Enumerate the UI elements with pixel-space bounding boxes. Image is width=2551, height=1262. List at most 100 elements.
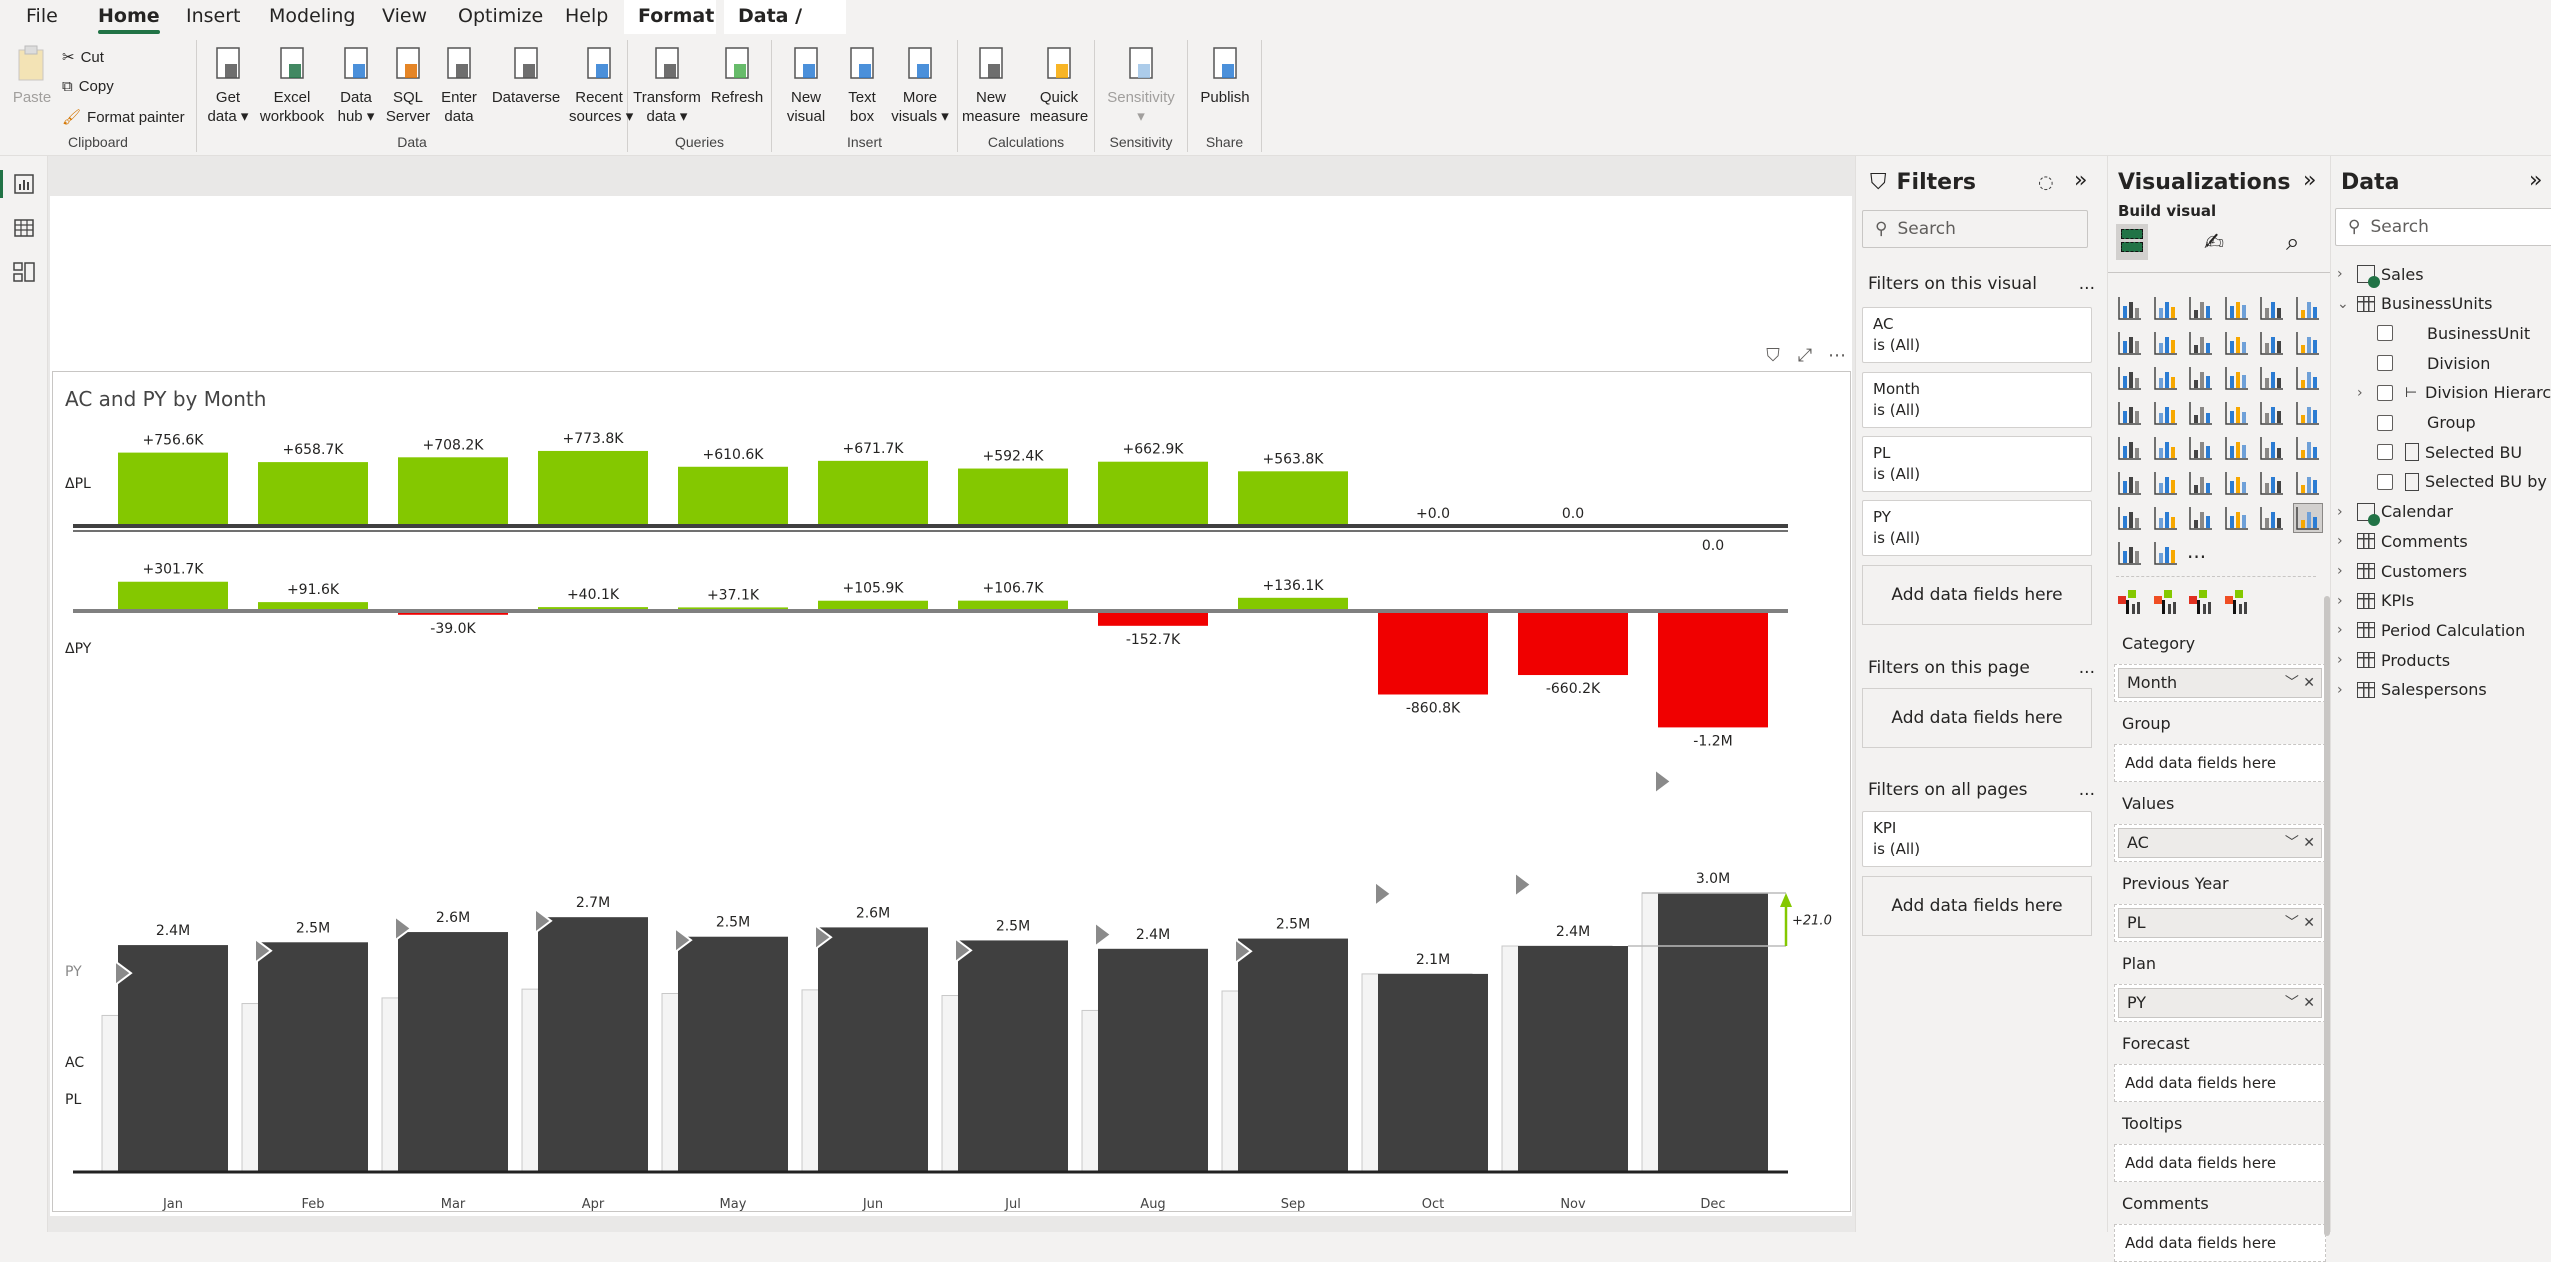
zebra-small-multiples-icon[interactable]	[2187, 588, 2215, 616]
filled-map-icon[interactable]	[2152, 399, 2180, 427]
smart-narrative-icon[interactable]	[2152, 504, 2180, 532]
field-list-item[interactable]: Division	[2357, 349, 2490, 377]
more-icon[interactable]: ...	[2078, 658, 2095, 678]
tab-file[interactable]: File	[26, 5, 58, 27]
delta-py-bar-Feb[interactable]	[258, 602, 368, 611]
delta-pl-bar-Jul[interactable]	[958, 468, 1068, 526]
delta-py-bar-Jun[interactable]	[818, 600, 928, 611]
more-visuals-button[interactable]: More visuals ▾	[890, 44, 950, 126]
ac-bar-Dec[interactable]	[1658, 893, 1768, 1172]
format-visual-icon[interactable]: ✍	[2204, 228, 2225, 256]
field-list-item[interactable]: ⌄ BusinessUnits	[2337, 290, 2492, 318]
filter-card-month[interactable]: Month is (All)	[1862, 372, 2092, 428]
qa-icon[interactable]	[2223, 469, 2251, 497]
text-box-button[interactable]: Text box	[840, 44, 884, 126]
add-data-fields-drop[interactable]: Add data fields here	[2114, 1064, 2326, 1102]
collapse-filters-icon[interactable]: »	[2074, 168, 2088, 193]
field-list-item[interactable]: BusinessUnit	[2357, 319, 2530, 347]
chevron-down-remove-icons[interactable]: ﹀ ✕	[2284, 915, 2315, 931]
quick-measure-button[interactable]: Quick measure	[1028, 44, 1090, 126]
add-data-fields-drop[interactable]: Add data fields here	[2114, 1224, 2326, 1262]
add-data-fields-drop[interactable]: Add data fields here	[2114, 1144, 2326, 1182]
zebra-bi-cards-icon[interactable]	[2116, 539, 2144, 567]
delta-pl-bar-Sep[interactable]	[1238, 471, 1348, 526]
chevron-down-icon[interactable]: ⌄	[2337, 295, 2349, 312]
py-marker-May[interactable]	[674, 926, 693, 955]
format-painter-button[interactable]: 🖌 Format painter	[62, 108, 185, 127]
azure-map-icon[interactable]	[2223, 399, 2251, 427]
stacked-bar-icon[interactable]	[2116, 294, 2144, 322]
card-icon[interactable]	[2294, 399, 2322, 427]
donut-icon[interactable]	[2258, 364, 2286, 392]
filter-card-kpi[interactable]: KPI is (All)	[1862, 811, 2092, 867]
chevron-right-icon[interactable]: ›	[2337, 652, 2343, 669]
py-marker-Aug[interactable]	[1094, 920, 1113, 949]
add-data-fields-drop[interactable]: Add data fields here	[2114, 744, 2326, 782]
checkbox[interactable]	[2377, 355, 2393, 372]
scatter-icon[interactable]	[2187, 364, 2215, 392]
table-view-icon[interactable]	[12, 216, 36, 240]
py-marker-Feb[interactable]	[254, 936, 273, 965]
ac-bar-Jan[interactable]	[118, 945, 228, 1172]
publish-button[interactable]: Publish	[1196, 44, 1254, 107]
field-pill[interactable]: PY ﹀ ✕	[2118, 988, 2322, 1018]
checkbox[interactable]	[2377, 414, 2393, 431]
field-list-item[interactable]: › ⊢ Division Hierarchy	[2357, 379, 2551, 407]
tab-home[interactable]: Home	[84, 0, 174, 34]
ac-bar-Apr[interactable]	[538, 917, 648, 1172]
filter-card-ac[interactable]: AC is (All)	[1862, 307, 2092, 363]
r-visual-icon[interactable]	[2294, 434, 2322, 462]
sensitivity-button[interactable]: Sensitivity ▾	[1101, 44, 1181, 126]
tab-insert[interactable]: Insert	[186, 5, 241, 27]
pie-icon[interactable]	[2223, 364, 2251, 392]
treemap-icon[interactable]	[2294, 364, 2322, 392]
chevron-down-remove-icons[interactable]: ﹀ ✕	[2284, 995, 2315, 1011]
delta-pl-bar-Aug[interactable]	[1098, 461, 1208, 526]
delta-py-bar-Nov[interactable]	[1518, 611, 1628, 676]
ac-bar-Jul[interactable]	[958, 940, 1068, 1172]
new-visual-button[interactable]: New visual	[784, 44, 828, 126]
py-marker-Dec[interactable]	[1654, 767, 1673, 796]
build-visual-tab[interactable]	[2116, 224, 2148, 260]
field-pill[interactable]: AC ﹀ ✕	[2118, 828, 2322, 858]
ac-bar-Oct[interactable]	[1378, 973, 1488, 1172]
python-visual-icon[interactable]	[2116, 469, 2144, 497]
refresh-button[interactable]: Refresh	[708, 44, 766, 107]
delta-py-bar-Oct[interactable]	[1378, 611, 1488, 695]
enter-data-button[interactable]: Enter data	[437, 44, 481, 126]
stacked-area-icon[interactable]	[2187, 329, 2215, 357]
collapse-data-icon[interactable]: »	[2529, 168, 2543, 193]
100-bar-icon[interactable]	[2258, 294, 2286, 322]
delta-pl-bar-Jan[interactable]	[118, 452, 228, 526]
ac-bar-Feb[interactable]	[258, 942, 368, 1172]
delta-pl-bar-Feb[interactable]	[258, 462, 368, 526]
key-influencers-icon[interactable]	[2152, 469, 2180, 497]
well-field-ac[interactable]: AC ﹀ ✕	[2114, 824, 2326, 862]
more-options-icon[interactable]: ⋯	[1828, 345, 1846, 366]
ac-bar-Mar[interactable]	[398, 932, 508, 1172]
multi-row-card-icon[interactable]	[2116, 434, 2144, 462]
tab-optimize[interactable]: Optimize	[458, 5, 544, 27]
ac-bar-Nov[interactable]	[1518, 946, 1628, 1172]
ribbon-icon[interactable]	[2294, 329, 2322, 357]
decomposition-tree-icon[interactable]	[2187, 469, 2215, 497]
chevron-right-icon[interactable]: ›	[2337, 266, 2343, 282]
area-icon[interactable]	[2152, 329, 2180, 357]
filter-card-pl[interactable]: PL is (All)	[1862, 436, 2092, 492]
delta-py-bar-Dec[interactable]	[1658, 611, 1768, 728]
focus-mode-icon[interactable]: ⤢	[1797, 345, 1813, 366]
add-all-pages-filter-drop[interactable]: Add data fields here	[1862, 876, 2092, 936]
sql-server-button[interactable]: SQL Server	[385, 44, 431, 126]
data-hub-button[interactable]: Data hub ▾	[333, 44, 379, 126]
recent-sources-button[interactable]: Recent sources ▾	[569, 44, 633, 126]
waterfall-icon[interactable]	[2116, 364, 2144, 392]
field-list-item[interactable]: Selected BU	[2357, 438, 2522, 466]
delta-pl-bar-Mar[interactable]	[398, 457, 508, 526]
more-icon[interactable]: ...	[2078, 780, 2095, 800]
field-list-item[interactable]: › Calendar	[2337, 498, 2453, 526]
py-marker-Nov[interactable]	[1514, 870, 1533, 899]
chevron-right-icon[interactable]: ›	[2337, 622, 2343, 639]
chevron-right-icon[interactable]: ›	[2357, 384, 2363, 401]
cut-button[interactable]: ✂ Cut	[62, 48, 104, 67]
get-data-button[interactable]: Get data ▾	[203, 44, 253, 126]
